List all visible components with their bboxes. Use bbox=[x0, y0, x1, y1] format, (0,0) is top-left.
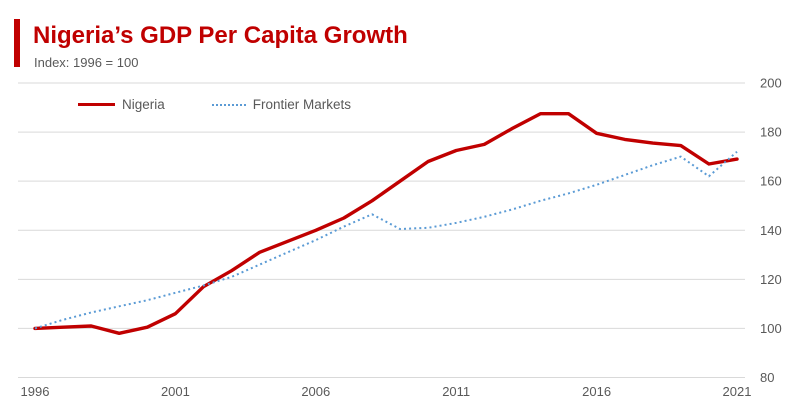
title-accent-bar bbox=[14, 19, 20, 67]
legend-label: Frontier Markets bbox=[252, 97, 352, 112]
y-axis-tick-label: 140 bbox=[760, 223, 782, 238]
x-axis-tick-label: 2001 bbox=[161, 384, 190, 399]
frontier-markets-line bbox=[34, 150, 738, 330]
frontier-markets-line-sample bbox=[211, 103, 246, 106]
x-axis-tick-label: 2006 bbox=[301, 384, 330, 399]
legend-item-nigeria: Nigeria bbox=[78, 97, 165, 112]
legend-item-frontier-markets: Frontier Markets bbox=[211, 97, 352, 112]
y-axis-tick-label: 100 bbox=[760, 321, 782, 336]
y-axis-tick-label: 200 bbox=[760, 76, 782, 91]
y-axis-tick-label: 160 bbox=[760, 174, 782, 189]
y-axis-tick-label: 180 bbox=[760, 125, 782, 140]
nigeria-line-sample bbox=[78, 103, 115, 106]
x-axis-tick-label: 1996 bbox=[21, 384, 50, 399]
nigeria-line bbox=[33, 111, 739, 335]
x-axis-tick-label: 2021 bbox=[723, 384, 752, 399]
legend-label: Nigeria bbox=[122, 97, 165, 112]
chart-title: Nigeria’s GDP Per Capita Growth bbox=[33, 22, 408, 49]
x-axis-tick-label: 2016 bbox=[582, 384, 611, 399]
chart-legend: Nigeria Frontier Markets bbox=[78, 97, 351, 112]
y-axis-tick-label: 80 bbox=[760, 370, 774, 385]
x-axis-tick-label: 2011 bbox=[442, 384, 470, 399]
chart-subtitle: Index: 1996 = 100 bbox=[34, 55, 139, 70]
y-axis-tick-label: 120 bbox=[760, 272, 782, 287]
